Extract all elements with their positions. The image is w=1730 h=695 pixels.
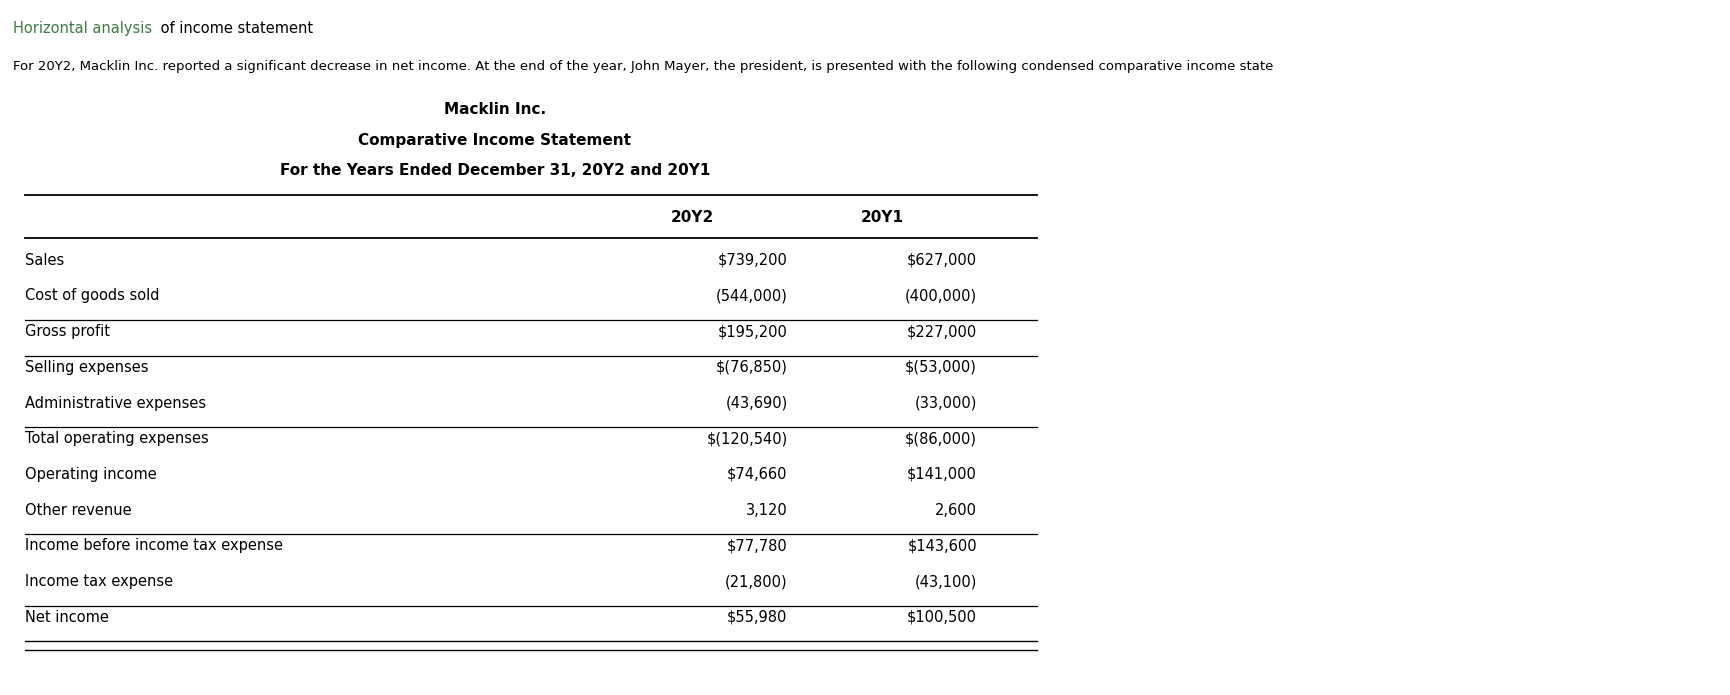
Text: $(53,000): $(53,000) — [905, 360, 977, 375]
Text: Gross profit: Gross profit — [24, 324, 109, 339]
Text: $100,500: $100,500 — [907, 610, 977, 625]
Text: (400,000): (400,000) — [905, 288, 977, 304]
Text: Operating income: Operating income — [24, 467, 157, 482]
Text: $(76,850): $(76,850) — [716, 360, 787, 375]
Text: $(120,540): $(120,540) — [706, 432, 787, 446]
Text: Sales: Sales — [24, 253, 64, 268]
Text: Macklin Inc.: Macklin Inc. — [445, 101, 547, 117]
Text: (33,000): (33,000) — [915, 395, 977, 411]
Text: 20Y2: 20Y2 — [671, 210, 714, 225]
Text: $143,600: $143,600 — [907, 539, 977, 553]
Text: (544,000): (544,000) — [716, 288, 787, 304]
Text: $627,000: $627,000 — [907, 253, 977, 268]
Text: $739,200: $739,200 — [718, 253, 787, 268]
Text: of income statement: of income statement — [156, 22, 313, 36]
Text: $141,000: $141,000 — [907, 467, 977, 482]
Text: Income before income tax expense: Income before income tax expense — [24, 539, 282, 553]
Text: Comparative Income Statement: Comparative Income Statement — [358, 133, 631, 147]
Text: Horizontal analysis: Horizontal analysis — [12, 22, 152, 36]
Text: Cost of goods sold: Cost of goods sold — [24, 288, 159, 304]
Text: 20Y1: 20Y1 — [862, 210, 903, 225]
Text: Net income: Net income — [24, 610, 109, 625]
Text: Administrative expenses: Administrative expenses — [24, 395, 206, 411]
Text: $55,980: $55,980 — [727, 610, 787, 625]
Text: 3,120: 3,120 — [746, 502, 787, 518]
Text: Selling expenses: Selling expenses — [24, 360, 149, 375]
Text: (21,800): (21,800) — [725, 574, 787, 589]
Text: (43,100): (43,100) — [915, 574, 977, 589]
Text: Total operating expenses: Total operating expenses — [24, 432, 209, 446]
Text: For 20Y2, Macklin Inc. reported a significant decrease in net income. At the end: For 20Y2, Macklin Inc. reported a signif… — [12, 60, 1273, 74]
Text: Other revenue: Other revenue — [24, 502, 131, 518]
Text: (43,690): (43,690) — [725, 395, 787, 411]
Text: $74,660: $74,660 — [727, 467, 787, 482]
Text: Income tax expense: Income tax expense — [24, 574, 173, 589]
Text: $77,780: $77,780 — [727, 539, 787, 553]
Text: 2,600: 2,600 — [934, 502, 977, 518]
Text: $(86,000): $(86,000) — [905, 432, 977, 446]
Text: $195,200: $195,200 — [718, 324, 787, 339]
Text: $227,000: $227,000 — [907, 324, 977, 339]
Text: For the Years Ended December 31, 20Y2 and 20Y1: For the Years Ended December 31, 20Y2 an… — [280, 163, 709, 179]
